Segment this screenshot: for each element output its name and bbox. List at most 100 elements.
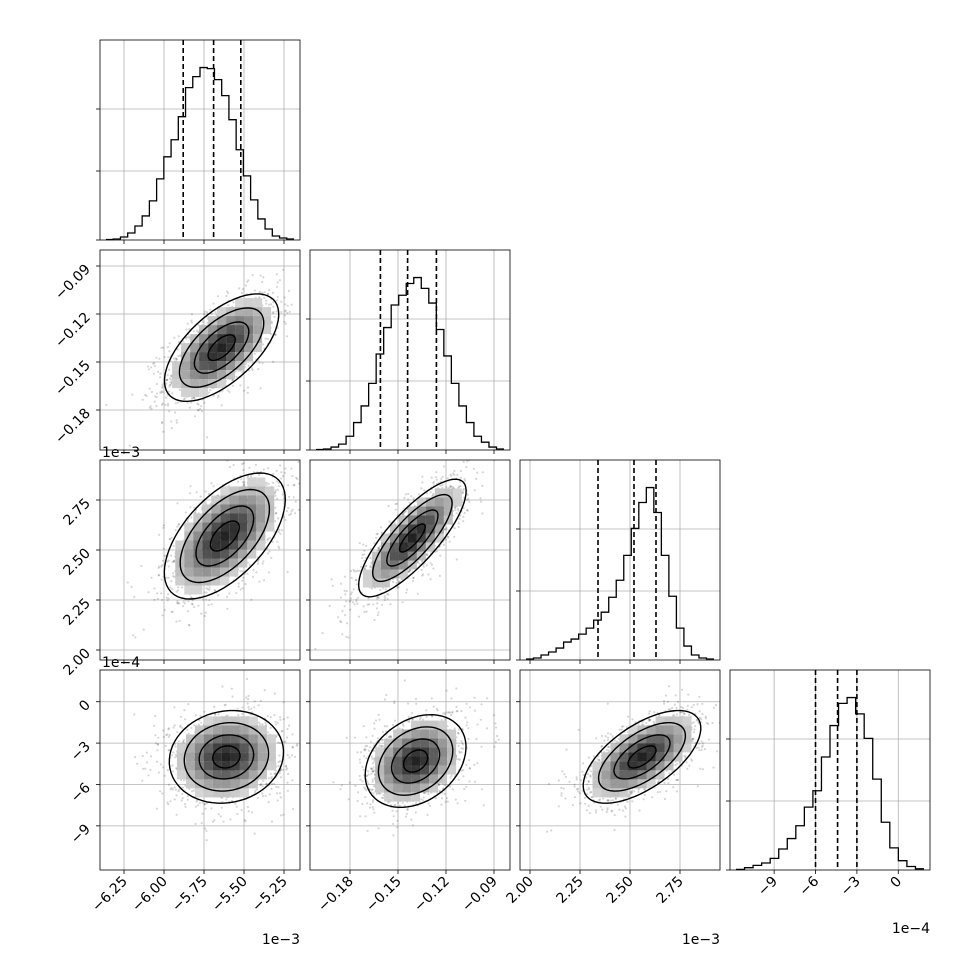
scatter-point bbox=[458, 485, 461, 488]
scatter-point bbox=[231, 695, 234, 698]
scatter-point bbox=[300, 324, 302, 326]
scatter-point bbox=[278, 528, 281, 532]
scatter-point bbox=[413, 504, 416, 507]
scatter-point bbox=[370, 587, 373, 590]
scatter-point bbox=[216, 396, 219, 399]
scatter-point bbox=[439, 554, 442, 557]
scatter-point bbox=[187, 610, 190, 613]
scatter-point bbox=[408, 570, 411, 573]
scatter-point bbox=[160, 565, 163, 568]
scatter-point bbox=[432, 482, 435, 485]
density-cell bbox=[181, 343, 191, 353]
density-cell bbox=[244, 334, 254, 344]
scatter-point bbox=[262, 560, 265, 563]
scatter-point bbox=[301, 523, 303, 525]
scatter-point bbox=[369, 556, 372, 560]
scatter-point bbox=[177, 602, 181, 605]
scatter-point bbox=[206, 321, 209, 324]
density-cell bbox=[229, 531, 239, 541]
density-cell bbox=[434, 497, 444, 507]
scatter-point bbox=[167, 576, 170, 579]
scatter-point bbox=[276, 741, 280, 744]
scatter-point bbox=[191, 602, 194, 605]
density-panel-3-0 bbox=[133, 677, 299, 842]
scatter-point bbox=[270, 820, 274, 823]
density-cell bbox=[208, 343, 218, 353]
scatter-point bbox=[192, 330, 195, 333]
scatter-point bbox=[204, 490, 207, 493]
scatter-point bbox=[343, 589, 346, 592]
scatter-point bbox=[200, 410, 203, 413]
scatter-point bbox=[212, 302, 215, 305]
scatter-point bbox=[387, 504, 390, 508]
density-cell bbox=[247, 549, 257, 559]
density-cell bbox=[226, 325, 236, 335]
scatter-point bbox=[186, 336, 189, 339]
density-cell bbox=[184, 522, 194, 532]
scatter-point bbox=[467, 497, 470, 500]
scatter-point bbox=[193, 415, 196, 418]
scatter-point bbox=[302, 509, 304, 511]
scatter-point bbox=[412, 576, 415, 580]
scatter-point bbox=[262, 579, 266, 582]
scatter-point bbox=[292, 496, 295, 499]
scatter-point bbox=[195, 800, 198, 803]
density-cell bbox=[407, 560, 417, 570]
density-panel-2-0 bbox=[126, 448, 313, 639]
scatter-point bbox=[252, 575, 255, 578]
scatter-point bbox=[259, 387, 262, 390]
scatter-point bbox=[407, 492, 410, 495]
scatter-point bbox=[266, 552, 269, 555]
scatter-point bbox=[285, 767, 289, 770]
scatter-point bbox=[210, 482, 213, 485]
scatter-point bbox=[161, 421, 164, 424]
scatter-point bbox=[253, 352, 256, 355]
scatter-point bbox=[168, 342, 171, 345]
scatter-point bbox=[454, 506, 457, 509]
scatter-point bbox=[344, 614, 347, 617]
scatter-point bbox=[272, 300, 275, 304]
density-cell bbox=[208, 316, 218, 326]
scatter-point bbox=[276, 488, 279, 491]
density-cell bbox=[175, 567, 185, 577]
scatter-point bbox=[311, 485, 313, 487]
scatter-point bbox=[407, 570, 410, 573]
scatter-point bbox=[363, 553, 366, 556]
density-cell bbox=[202, 513, 212, 523]
histogram-step bbox=[736, 696, 924, 871]
scatter-point bbox=[296, 477, 299, 480]
scatter-point bbox=[152, 362, 155, 365]
scatter-point bbox=[162, 735, 165, 739]
scatter-point bbox=[354, 578, 357, 582]
density-cell bbox=[389, 569, 399, 579]
scatter-point bbox=[270, 775, 273, 779]
scatter-point bbox=[435, 471, 438, 474]
scatter-point bbox=[175, 590, 178, 593]
scatter-point bbox=[176, 348, 179, 351]
scatter-point bbox=[163, 608, 166, 612]
scatter-point bbox=[171, 561, 174, 564]
scatter-point bbox=[265, 299, 268, 302]
scatter-point bbox=[228, 390, 231, 393]
scatter-point bbox=[288, 724, 291, 727]
density-cell bbox=[407, 506, 417, 516]
density-cell bbox=[389, 542, 399, 552]
scatter-point bbox=[267, 292, 270, 295]
scatter-point bbox=[241, 288, 244, 291]
scatter-point bbox=[175, 419, 178, 422]
scatter-point bbox=[430, 476, 433, 479]
scatter-point bbox=[172, 726, 175, 729]
scatter-point bbox=[160, 346, 163, 349]
scatter-point bbox=[237, 369, 240, 372]
scatter-point bbox=[347, 636, 350, 639]
scatter-point bbox=[275, 299, 279, 302]
scatter-point bbox=[205, 587, 208, 590]
scatter-point bbox=[261, 343, 265, 346]
scatter-point bbox=[440, 477, 443, 480]
scatter-point bbox=[376, 595, 379, 598]
scatter-point bbox=[361, 553, 364, 556]
density-cell bbox=[425, 542, 435, 552]
scatter-point bbox=[376, 602, 379, 605]
scatter-point bbox=[242, 483, 246, 486]
scatter-point bbox=[287, 448, 289, 450]
